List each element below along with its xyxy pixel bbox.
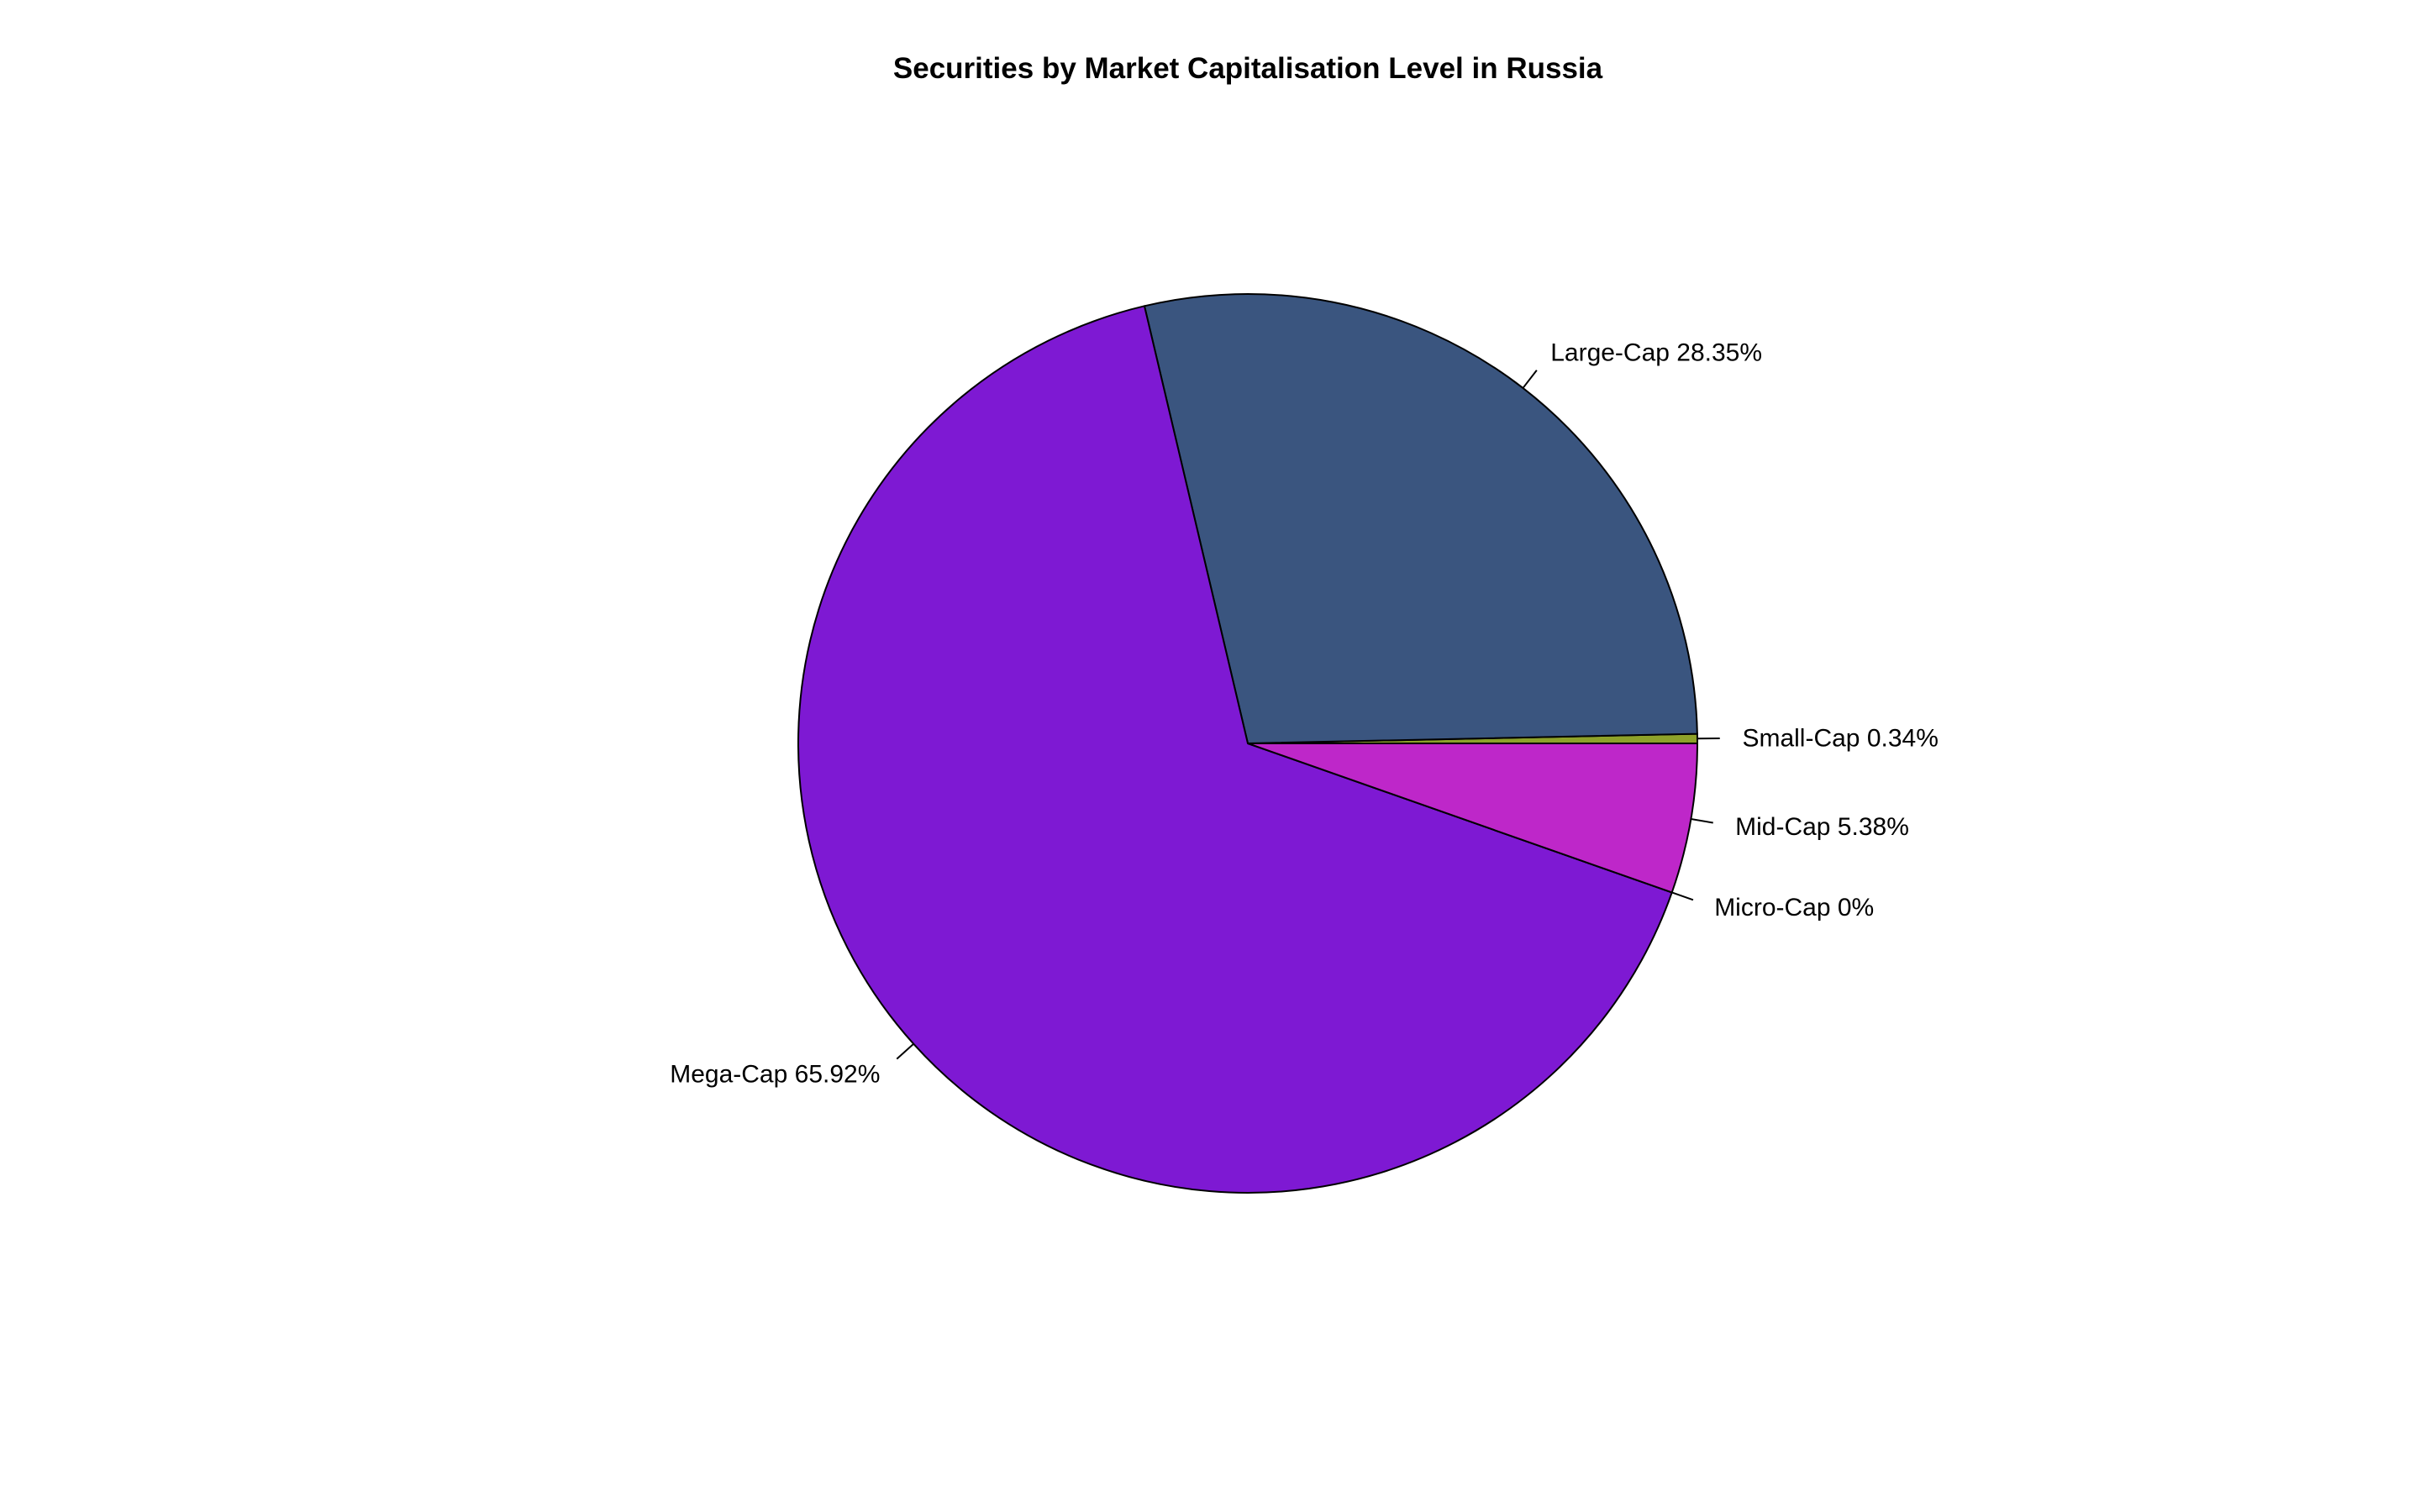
pie-slice-mega-cap xyxy=(797,305,1673,1194)
slice-label-large-cap: Large-Cap 28.35% xyxy=(1550,339,1762,367)
leader-line-micro-cap xyxy=(1671,891,1694,901)
pie-labels: Small-Cap 0.34% Large-Cap 28.35% Mega-Cap … xyxy=(670,339,1939,1089)
slice-label-mega-cap: Mega-Cap 65.92% xyxy=(670,1060,880,1088)
slice-label-micro-cap: Micro-Cap 0% xyxy=(1714,894,1874,921)
leader-line-mid-cap xyxy=(1691,818,1713,824)
leader-line-large-cap xyxy=(1522,370,1538,389)
pie-slices xyxy=(797,293,1699,1194)
slice-label-mid-cap: Mid-Cap 5.38% xyxy=(1735,813,1909,841)
slice-label-small-cap: Small-Cap 0.34% xyxy=(1742,725,1938,753)
chart-title: Securities by Market Capitalisation Leve… xyxy=(893,52,1603,85)
leader-line-mega-cap xyxy=(896,1042,914,1060)
